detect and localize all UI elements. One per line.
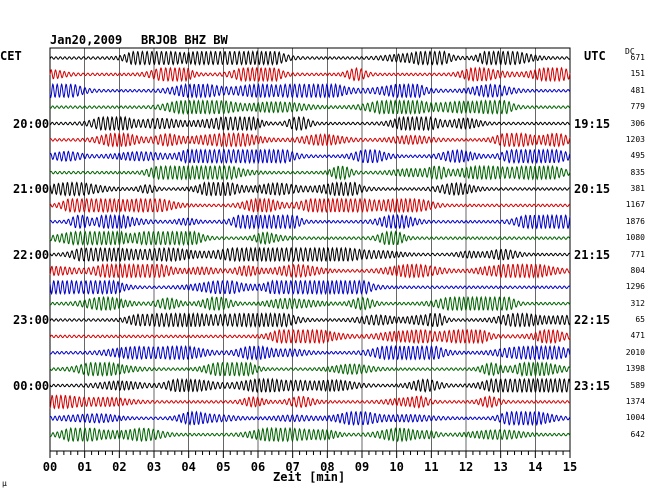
x-tick-label: 07 — [285, 460, 300, 474]
trace-row-6 — [49, 131, 571, 148]
trace-row-7 — [49, 148, 571, 165]
trace-row-11 — [49, 213, 571, 230]
x-tick-label: 11 — [424, 460, 439, 474]
dc-offset-label: 1398 — [625, 364, 645, 374]
dc-offset-label: 1080 — [625, 233, 645, 243]
dc-offset-label: 1004 — [625, 413, 645, 423]
trace-row-13 — [49, 246, 571, 263]
dc-offset-label: 2010 — [625, 347, 645, 357]
footer-mark: μ — [2, 479, 7, 488]
trace-row-15 — [49, 279, 571, 296]
header-station: BRJOB BHZ BW — [141, 33, 228, 47]
cet-time-label: 23:00 — [13, 313, 50, 327]
x-axis-ticks — [49, 451, 571, 458]
x-tick-label: 00 — [42, 460, 58, 474]
trace-row-18 — [49, 328, 571, 345]
trace-row-8 — [49, 164, 571, 181]
cet-time-label: 20:00 — [13, 116, 50, 131]
cet-time-label: 00:00 — [13, 378, 50, 393]
trace-row-5 — [49, 115, 570, 132]
trace-row-9 — [49, 181, 571, 197]
trace-row-20 — [49, 361, 571, 377]
dc-offset-label: 1876 — [625, 216, 645, 226]
x-tick-label: 12 — [458, 460, 474, 474]
x-tick-label: 08 — [320, 460, 335, 474]
trace-row-17 — [49, 312, 571, 328]
dc-offset-label: 306 — [630, 118, 645, 128]
dc-offset-label: 1203 — [625, 134, 645, 144]
dc-offset-label: 151 — [630, 69, 645, 79]
dc-offset-label: 804 — [630, 265, 645, 275]
dc-offset-label: 1167 — [625, 200, 645, 210]
x-tick-label: 01 — [77, 460, 92, 474]
trace-row-12 — [49, 230, 571, 246]
plot-frame — [49, 47, 571, 452]
x-tick-label: 09 — [354, 460, 370, 474]
x-tick-label: 05 — [216, 460, 231, 474]
trace-row-14 — [49, 262, 571, 279]
x-tick-label: 02 — [112, 460, 127, 474]
trace-row-22 — [49, 394, 571, 410]
trace-row-23 — [49, 410, 571, 427]
utc-time-label: 20:15 — [574, 182, 611, 196]
trace-row-10 — [49, 197, 571, 214]
dc-offset-label: 1374 — [625, 396, 645, 406]
dc-offset-label: 65 — [635, 315, 645, 324]
dc-offset-label: 589 — [630, 380, 645, 390]
dc-offset-label: 771 — [630, 249, 645, 259]
x-axis-label: Zeit [min] — [273, 470, 346, 484]
header-date: Jan20,2009 — [50, 33, 123, 47]
x-tick-label: 04 — [181, 460, 196, 474]
dc-offset-label: 495 — [630, 151, 645, 161]
dc-offset-label: 312 — [630, 298, 645, 308]
utc-time-label: 23:15 — [574, 378, 611, 393]
x-tick-label: 13 — [493, 460, 508, 474]
utc-time-label: 21:15 — [574, 247, 611, 262]
trace-row-19 — [49, 344, 571, 361]
dc-offset-label: 642 — [630, 429, 645, 439]
utc-time-label: 19:15 — [574, 116, 611, 131]
left-axis-title: CET — [0, 49, 22, 63]
trace-row-1 — [49, 50, 571, 66]
trace-row-2 — [49, 66, 571, 83]
x-tick-label: 06 — [250, 460, 266, 474]
trace-row-16 — [49, 295, 571, 312]
x-tick-label: 03 — [146, 460, 162, 474]
seismogram-traces — [49, 50, 571, 443]
trace-row-4 — [49, 99, 571, 115]
dc-offset-label: 835 — [630, 167, 645, 177]
x-tick-label: 15 — [562, 460, 578, 474]
right-axis-title: UTC — [584, 49, 606, 63]
x-tick-label: 14 — [528, 460, 543, 474]
dc-offset-label: 1296 — [625, 282, 645, 292]
dc-title: DC — [625, 47, 635, 56]
dc-offset-label: 381 — [630, 184, 645, 193]
dc-offset-label: 481 — [630, 85, 645, 95]
dc-offset-label: 779 — [630, 102, 645, 112]
dc-offset-label: 471 — [630, 331, 645, 341]
cet-time-label: 21:00 — [13, 182, 50, 196]
trace-row-3 — [49, 82, 571, 99]
x-tick-label: 10 — [389, 460, 404, 474]
trace-row-21 — [49, 377, 571, 394]
trace-row-24 — [49, 426, 571, 443]
cet-time-label: 22:00 — [13, 247, 50, 262]
utc-time-label: 22:15 — [574, 313, 611, 327]
dc-offset-label: 671 — [630, 53, 645, 62]
